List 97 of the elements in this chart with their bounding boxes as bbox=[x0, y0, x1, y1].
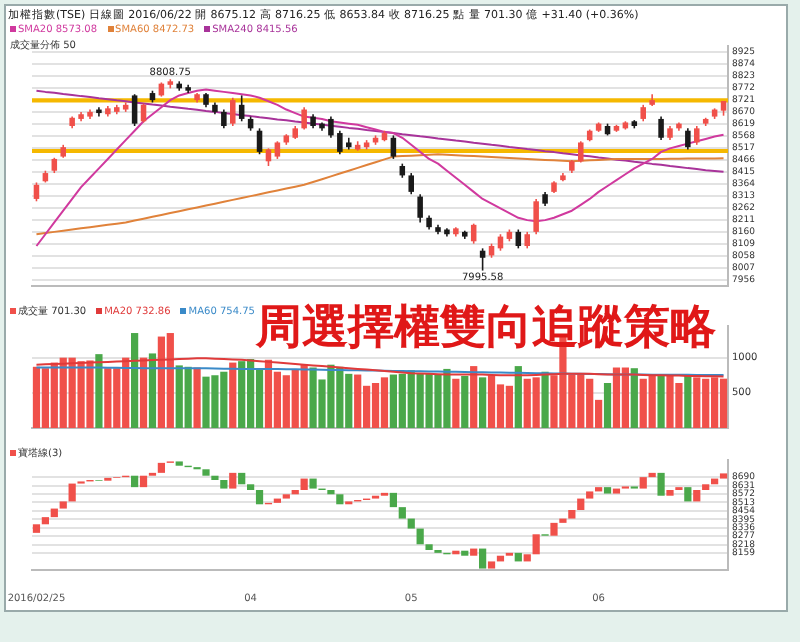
bar bbox=[648, 375, 656, 428]
bar bbox=[693, 490, 701, 502]
candlestick bbox=[131, 93, 138, 127]
candlestick bbox=[578, 140, 584, 164]
bar bbox=[139, 357, 148, 428]
annotation: 周選擇權雙向追蹤策略 bbox=[256, 298, 716, 358]
candlestick bbox=[256, 127, 263, 156]
bar bbox=[50, 508, 58, 518]
bar bbox=[193, 367, 201, 428]
bar bbox=[586, 491, 594, 499]
bar bbox=[487, 375, 496, 428]
bar bbox=[300, 364, 308, 428]
bar bbox=[719, 378, 728, 428]
bar bbox=[684, 374, 692, 428]
bar bbox=[371, 382, 380, 428]
bar bbox=[666, 490, 674, 496]
bar bbox=[59, 501, 67, 509]
candlestick bbox=[515, 228, 522, 250]
bar bbox=[202, 469, 210, 476]
bar bbox=[95, 354, 103, 428]
bar bbox=[32, 366, 41, 428]
bar bbox=[719, 473, 728, 479]
bar bbox=[702, 484, 710, 490]
bar bbox=[131, 333, 139, 428]
candlestick bbox=[301, 106, 307, 131]
bar bbox=[470, 548, 478, 556]
bar bbox=[416, 528, 424, 545]
bar bbox=[354, 374, 362, 428]
bar bbox=[479, 377, 487, 428]
bar bbox=[238, 472, 246, 485]
bar bbox=[648, 472, 656, 478]
bar bbox=[657, 472, 665, 496]
bar bbox=[247, 484, 255, 490]
bar bbox=[612, 367, 621, 428]
bar bbox=[229, 472, 237, 489]
bar bbox=[407, 518, 415, 529]
bar bbox=[612, 488, 621, 494]
candlestick bbox=[96, 106, 102, 118]
bar bbox=[452, 378, 460, 428]
bar bbox=[309, 478, 317, 489]
bar bbox=[300, 478, 308, 490]
bar bbox=[568, 510, 576, 519]
bar bbox=[479, 548, 487, 569]
bar bbox=[389, 492, 397, 508]
bar bbox=[41, 517, 49, 525]
bar bbox=[255, 490, 264, 505]
bar bbox=[229, 362, 237, 428]
bar bbox=[541, 371, 549, 428]
bar bbox=[238, 361, 246, 428]
bar bbox=[577, 498, 585, 510]
bar bbox=[184, 366, 192, 428]
bar bbox=[336, 494, 344, 505]
candlestick bbox=[390, 134, 397, 160]
bar bbox=[68, 483, 76, 502]
bar bbox=[514, 552, 522, 562]
candlestick bbox=[479, 247, 486, 272]
bar bbox=[398, 507, 406, 519]
bar bbox=[425, 544, 433, 550]
bar bbox=[139, 475, 148, 488]
bar bbox=[630, 368, 638, 428]
bar bbox=[693, 377, 701, 428]
bar bbox=[603, 487, 612, 494]
candlestick bbox=[238, 94, 245, 123]
bar bbox=[157, 462, 165, 473]
bar bbox=[131, 475, 139, 488]
bar bbox=[470, 366, 478, 428]
bar bbox=[523, 554, 531, 562]
bar bbox=[496, 384, 505, 428]
candlestick bbox=[533, 198, 539, 236]
bar bbox=[104, 368, 112, 428]
bar bbox=[148, 353, 157, 428]
bar bbox=[380, 377, 389, 428]
bar bbox=[684, 487, 692, 502]
candlestick bbox=[408, 172, 414, 196]
bar bbox=[621, 367, 629, 428]
candlestick bbox=[685, 127, 691, 151]
candlestick bbox=[230, 96, 236, 127]
bar bbox=[514, 366, 522, 428]
candlestick bbox=[33, 181, 40, 203]
bar bbox=[32, 524, 41, 533]
bar bbox=[166, 333, 174, 428]
bar bbox=[603, 382, 612, 428]
candlestick bbox=[417, 193, 423, 224]
bar bbox=[220, 480, 228, 489]
bar bbox=[461, 550, 469, 556]
candlestick bbox=[694, 125, 700, 146]
candlestick bbox=[658, 115, 664, 141]
bar bbox=[657, 375, 665, 428]
bar bbox=[461, 375, 469, 428]
bar bbox=[505, 385, 513, 428]
bar bbox=[264, 359, 273, 428]
candlestick bbox=[221, 108, 227, 130]
bar bbox=[532, 377, 540, 428]
bar bbox=[550, 522, 558, 536]
bar bbox=[532, 534, 540, 555]
bar bbox=[639, 477, 647, 489]
bar bbox=[487, 561, 496, 569]
